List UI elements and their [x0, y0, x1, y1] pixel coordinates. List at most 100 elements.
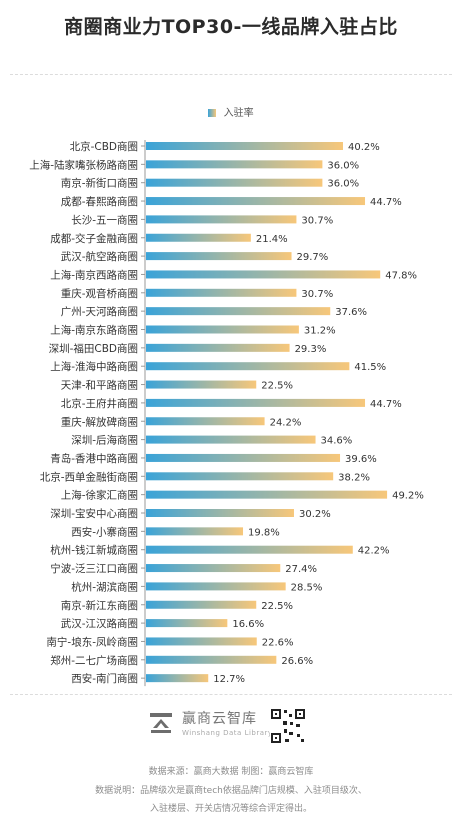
value-label: 36.0%	[327, 179, 359, 190]
chart-title: 商圈商业力TOP30-一线品牌入驻占比	[64, 16, 398, 38]
bar	[146, 472, 334, 481]
bar	[146, 288, 297, 297]
qr-code-icon	[270, 708, 306, 744]
category-label: 天津-和平路商圈	[61, 379, 138, 392]
value-label: 29.3%	[295, 344, 327, 355]
category-label: 郑州-二七广场商圈	[50, 654, 138, 667]
category-label: 重庆-解放碑商圈	[61, 415, 138, 428]
bar	[146, 178, 323, 187]
logo-subtext: Winshang Data Library	[182, 729, 273, 737]
category-label: 广州-天河路商圈	[61, 305, 138, 318]
bar	[146, 545, 353, 554]
bar	[146, 343, 290, 352]
value-label: 38.2%	[338, 472, 370, 483]
category-label: 深圳-宝安中心商圈	[50, 507, 138, 520]
value-label: 30.2%	[299, 509, 331, 520]
category-label: 青岛-香港中路商圈	[50, 452, 138, 465]
value-label: 30.7%	[301, 215, 333, 226]
bar	[146, 362, 350, 371]
bar	[146, 215, 297, 224]
bar	[146, 307, 331, 316]
data-note-line-1: 数据说明：品牌级次是赢商tech依据品牌门店规模、入驻项目级次、	[95, 786, 367, 796]
category-label: 上海-南京东路商圈	[50, 324, 138, 337]
value-label: 36.0%	[327, 160, 359, 171]
bar	[146, 509, 294, 517]
value-label: 16.6%	[232, 619, 264, 630]
value-label: 29.7%	[297, 252, 329, 263]
category-label: 上海-徐家汇商圈	[61, 489, 138, 502]
category-label: 西安-小寨商圈	[71, 525, 138, 538]
category-label: 成都-交子金融商圈	[50, 232, 138, 245]
category-label: 北京-王府井商圈	[61, 397, 138, 410]
category-label: 上海-淮海中路商圈	[50, 360, 138, 373]
value-label: 27.4%	[285, 564, 317, 575]
category-label: 深圳-福田CBD商圈	[49, 342, 138, 355]
bar	[146, 398, 366, 407]
winshang-logo-icon	[150, 712, 172, 733]
bar	[146, 233, 251, 242]
value-label: 26.6%	[281, 656, 313, 667]
bar	[146, 582, 286, 591]
top-divider	[10, 74, 452, 75]
value-label: 12.7%	[213, 674, 245, 685]
category-label: 南京-新街口商圈	[61, 177, 138, 190]
category-label: 杭州-湖滨商圈	[71, 580, 138, 593]
bar	[146, 142, 343, 150]
bar	[146, 655, 277, 664]
bar	[146, 435, 316, 444]
value-label: 41.5%	[354, 362, 386, 373]
data-source: 数据来源：赢商大数据 制图：赢商云智库	[148, 767, 314, 777]
category-label: 杭州-钱江新城商圈	[50, 544, 138, 557]
footer-logo: 赢商云智库 Winshang Data Library	[148, 708, 273, 737]
bar	[146, 325, 299, 334]
bar	[146, 637, 257, 646]
category-label: 重庆-观音桥商圈	[61, 287, 138, 300]
category-label: 武汉-江汉路商圈	[61, 617, 138, 630]
bar	[146, 270, 381, 279]
category-label: 成都-春熙路商圈	[61, 195, 138, 208]
value-label: 49.2%	[392, 491, 424, 502]
value-label: 21.4%	[256, 234, 288, 245]
category-label: 北京-CBD商圈	[70, 140, 138, 153]
bar	[146, 453, 341, 462]
bar	[146, 197, 366, 206]
bar	[146, 600, 257, 609]
value-label: 22.5%	[261, 381, 293, 392]
logo-name: 赢商云智库	[182, 711, 257, 727]
category-label: 南京-新江东商圈	[61, 599, 138, 612]
bottom-divider	[10, 694, 452, 695]
category-label: 上海-陆家嘴张杨路商圈	[29, 158, 138, 171]
value-label: 22.5%	[261, 601, 293, 612]
bar-chart: 北京-CBD商圈 40.2% 上海-陆家嘴张杨路商圈 36.0% 南京-新街口商圈 36.…	[29, 140, 424, 687]
value-label: 44.7%	[370, 399, 402, 410]
category-label: 北京-西单金融街商圈	[40, 470, 138, 483]
legend: 入驻率	[0, 104, 462, 119]
value-label: 24.2%	[270, 417, 302, 428]
category-label: 上海-南京西路商圈	[50, 268, 138, 281]
bar	[146, 527, 244, 536]
category-label: 长沙-五一商圈	[71, 213, 138, 226]
bar	[146, 417, 265, 426]
bar	[146, 564, 281, 573]
category-label: 武汉-航空路商圈	[61, 250, 138, 263]
legend-label: 入驻率	[223, 108, 254, 119]
category-label: 宁波-泛三江口商圈	[50, 562, 138, 575]
bar	[146, 490, 388, 499]
value-label: 47.8%	[385, 270, 417, 281]
value-label: 42.2%	[358, 546, 390, 557]
legend-swatch	[208, 109, 217, 117]
category-label: 西安-南门商圈	[71, 672, 138, 685]
bar	[146, 619, 228, 628]
category-label: 南宁-埌东-凤岭商圈	[46, 635, 138, 648]
value-label: 19.8%	[248, 527, 280, 538]
value-label: 39.6%	[345, 454, 377, 465]
value-label: 30.7%	[301, 289, 333, 300]
value-label: 37.6%	[335, 307, 367, 318]
bar	[146, 674, 209, 683]
value-label: 40.2%	[348, 142, 380, 153]
value-label: 44.7%	[370, 197, 402, 208]
bar	[146, 160, 323, 169]
value-label: 22.6%	[262, 637, 294, 648]
data-note-line-2: 入驻楼层、开关店情况等综合评定得出。	[149, 804, 312, 814]
value-label: 28.5%	[291, 582, 323, 593]
